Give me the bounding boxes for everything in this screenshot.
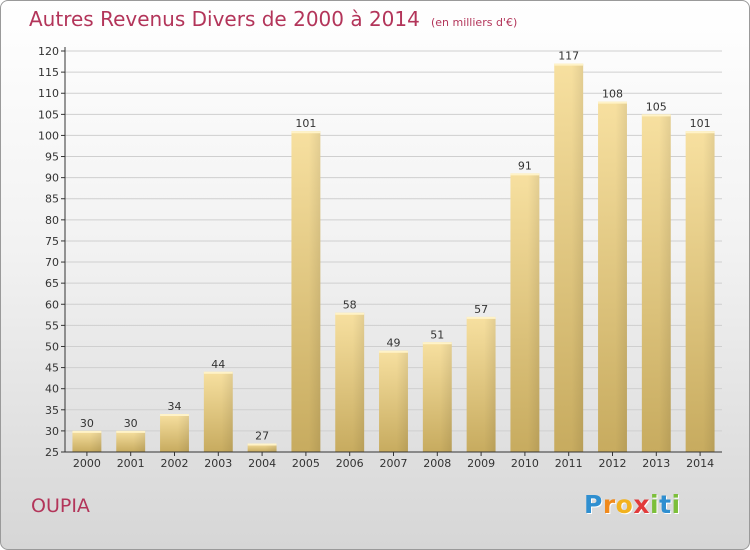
y-tick-label: 35: [45, 404, 59, 417]
bar-shade: [177, 414, 189, 452]
data-label: 51: [430, 328, 444, 341]
bar-shade: [352, 312, 365, 452]
brand-logo-letter: r: [602, 490, 616, 519]
y-tick-label: 80: [45, 214, 59, 227]
y-tick-label: 25: [45, 446, 59, 459]
x-tick-label: 2001: [117, 457, 145, 470]
x-tick-label: 2002: [161, 457, 189, 470]
y-tick-label: 50: [45, 340, 59, 353]
bar-shade: [440, 342, 452, 452]
y-tick-label: 40: [45, 383, 59, 396]
y-tick-label: 120: [38, 45, 59, 58]
y-tick-label: 45: [45, 362, 59, 375]
y-tick-label: 30: [45, 425, 59, 438]
data-label: 30: [80, 417, 94, 430]
place-label: OUPIA: [31, 495, 90, 517]
data-label: 27: [255, 430, 269, 443]
bar-shade: [483, 316, 496, 452]
x-tick-label: 2003: [204, 457, 232, 470]
x-tick-label: 2010: [511, 457, 539, 470]
y-tick-label: 70: [45, 256, 59, 269]
bar-shade: [264, 443, 277, 452]
bar-shade: [571, 63, 584, 453]
brand-logo-letter: i: [671, 490, 681, 519]
brand-logo-letter: t: [659, 490, 672, 519]
bar-shade: [615, 101, 627, 452]
x-tick-label: 2000: [73, 457, 101, 470]
bar-shade: [89, 430, 102, 452]
brand-logo-letter: i: [650, 490, 660, 519]
bar-shade: [659, 114, 671, 452]
chart-title-group: Autres Revenus Divers de 2000 à 2014 (en…: [29, 7, 517, 31]
bar-shade: [133, 430, 146, 452]
bar-shade: [396, 350, 408, 452]
data-label: 49: [387, 337, 401, 350]
x-tick-label: 2006: [336, 457, 364, 470]
x-tick-label: 2007: [380, 457, 408, 470]
bar: [247, 443, 277, 452]
data-label: 105: [646, 100, 667, 113]
bar-shade: [221, 371, 233, 452]
y-tick-label: 60: [45, 298, 59, 311]
x-tick-label: 2014: [686, 457, 714, 470]
data-label: 57: [474, 303, 488, 316]
y-tick-label: 100: [38, 129, 59, 142]
data-label: 101: [690, 117, 711, 130]
x-tick-label: 2013: [642, 457, 670, 470]
chart-title: Autres Revenus Divers de 2000 à 2014: [29, 7, 420, 31]
x-tick-label: 2005: [292, 457, 320, 470]
brand-logo-letter: x: [633, 490, 650, 519]
data-label: 117: [558, 50, 579, 63]
y-tick-label: 110: [38, 87, 59, 100]
x-tick-label: 2012: [599, 457, 627, 470]
data-label: 34: [168, 400, 182, 413]
axes: 25 30 35 40 45 50 55 60 65 70 75 80 85 90 95 100 105 110 1…: [38, 45, 722, 470]
bar-shade: [527, 173, 540, 452]
data-label: 58: [343, 299, 357, 312]
brand-logo-letter: P: [584, 490, 603, 519]
x-tick-label: 2009: [467, 457, 495, 470]
y-tick-label: 95: [45, 151, 59, 164]
x-tick-label: 2004: [248, 457, 276, 470]
data-label: 101: [295, 117, 316, 130]
bar-shade: [308, 131, 321, 452]
y-tick-label: 55: [45, 319, 59, 332]
y-tick-label: 65: [45, 277, 59, 290]
data-label: 30: [124, 417, 138, 430]
y-tick-label: 85: [45, 193, 59, 206]
brand-logo: Proxiti: [584, 490, 681, 519]
brand-logo-letter: o: [615, 490, 634, 519]
y-tick-label: 75: [45, 235, 59, 248]
bar-shade: [702, 131, 715, 452]
data-label: 44: [211, 358, 225, 371]
bars: 30 30 34 44 27 101 58 49 51 57 91 117 108 105 101: [72, 50, 715, 453]
x-tick-label: 2008: [423, 457, 451, 470]
y-tick-label: 90: [45, 172, 59, 185]
data-label: 91: [518, 159, 532, 172]
chart-subtitle: (en milliers d'€): [430, 16, 518, 29]
x-tick-label: 2011: [555, 457, 583, 470]
y-tick-label: 105: [38, 108, 59, 121]
data-label: 108: [602, 88, 623, 101]
y-tick-label: 115: [38, 66, 59, 79]
